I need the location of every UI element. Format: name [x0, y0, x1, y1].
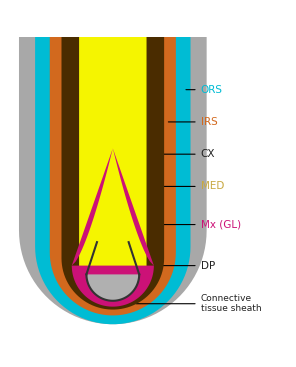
Polygon shape — [79, 37, 147, 301]
Text: MED: MED — [201, 181, 224, 192]
Text: IRS: IRS — [201, 117, 218, 127]
Polygon shape — [50, 37, 176, 315]
Polygon shape — [86, 242, 139, 301]
Text: ORS: ORS — [201, 85, 223, 95]
Polygon shape — [19, 37, 207, 324]
Text: Connective
tissue sheath: Connective tissue sheath — [201, 294, 261, 313]
Text: DP: DP — [201, 261, 215, 270]
Polygon shape — [62, 37, 164, 309]
Text: CX: CX — [201, 149, 215, 159]
Text: Mx (GL): Mx (GL) — [201, 219, 241, 229]
Polygon shape — [72, 148, 154, 307]
Polygon shape — [35, 37, 191, 324]
